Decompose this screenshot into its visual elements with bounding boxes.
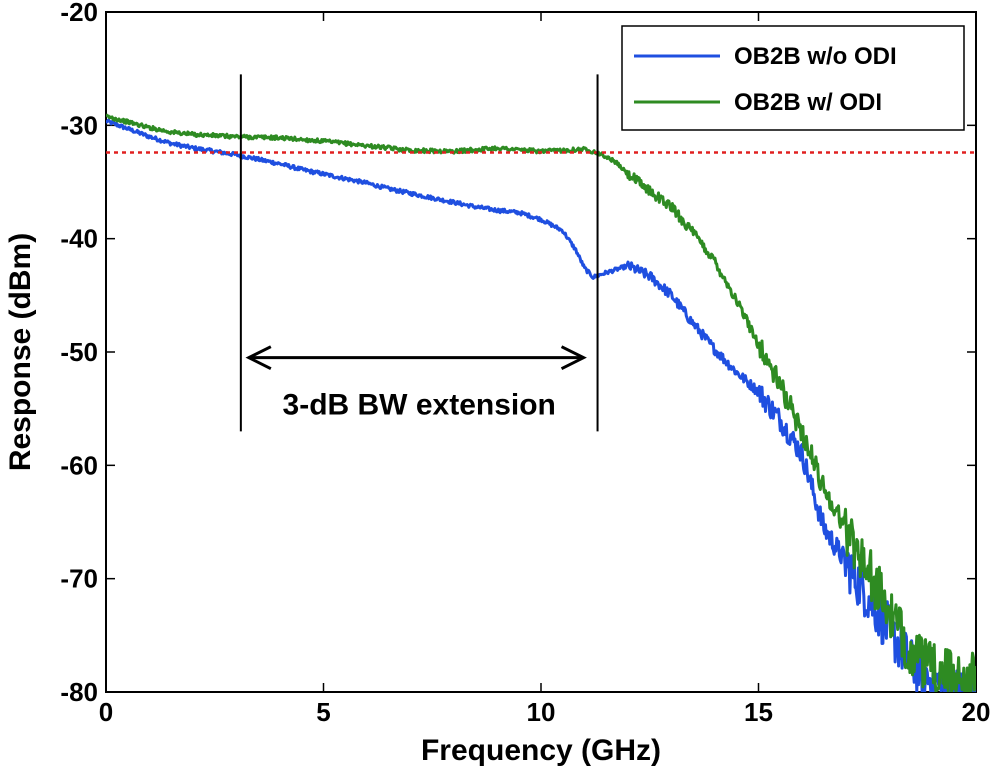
x-tick-label: 10 — [527, 697, 556, 727]
series-line-2 — [106, 113, 976, 692]
legend-label: OB2B w/ ODI — [734, 89, 882, 116]
legend: OB2B w/o ODI OB2B w/ ODI — [621, 25, 965, 131]
bw-annotation-label: 3-dB BW extension — [283, 388, 556, 421]
legend-label: OB2B w/o ODI — [734, 43, 897, 70]
bw-arrow-head-right — [560, 345, 587, 371]
y-axis-title: Response (dBm) — [4, 233, 37, 471]
y-tick-label: -70 — [60, 564, 98, 594]
y-tick-label: -60 — [60, 450, 98, 480]
y-tick-label: -80 — [60, 677, 98, 707]
y-tick-label: -50 — [60, 337, 98, 367]
series-group — [106, 113, 976, 692]
y-tick-label: -40 — [60, 224, 98, 254]
y-tick-label: -30 — [60, 110, 98, 140]
series-line-1 — [106, 118, 976, 692]
x-tick-label: 5 — [316, 697, 330, 727]
y-tick-label: -20 — [60, 0, 98, 27]
x-axis-title: Frequency (GHz) — [421, 734, 661, 767]
bw-arrow-head-left — [245, 345, 272, 371]
annotation-group: 3-dB BW extension — [239, 74, 599, 432]
x-tick-label: 20 — [962, 697, 991, 727]
x-tick-label: 15 — [744, 697, 773, 727]
axis-ticks: 0 5 10 15 20 -20 -30 -40 -50 -60 -70 -80 — [60, 0, 990, 727]
legend-box — [621, 25, 965, 131]
x-tick-label: 0 — [99, 697, 113, 727]
